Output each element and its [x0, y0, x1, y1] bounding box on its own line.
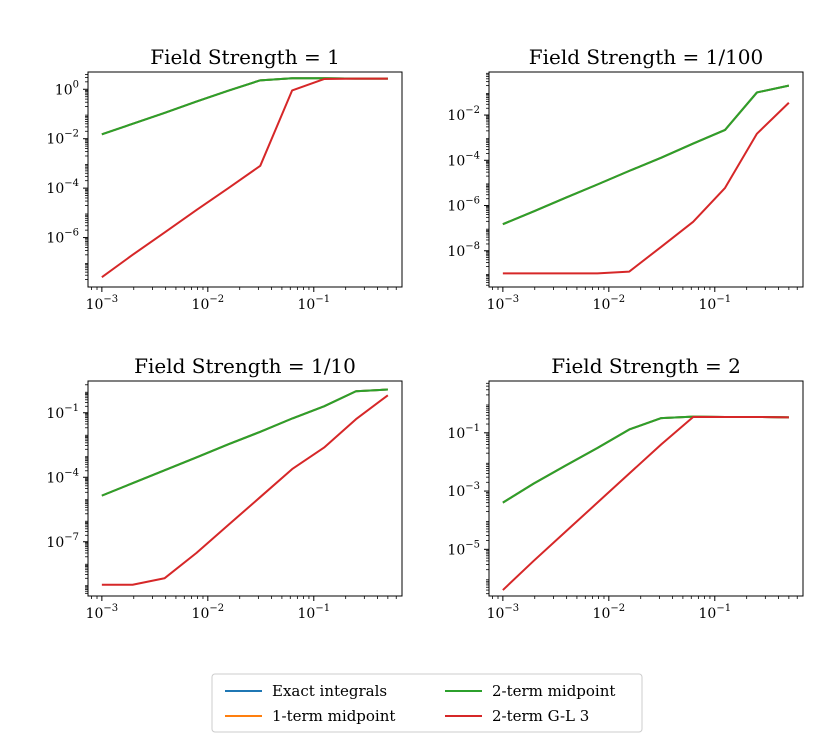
axes-frame: [87, 380, 403, 597]
legend-label-exact-integrals: Exact integrals: [272, 682, 387, 700]
chart-title: Field Strength = 1: [150, 45, 340, 69]
chart-title: Field Strength = 1/100: [529, 45, 764, 69]
x-tick-label: 10−3: [487, 294, 520, 313]
x-tick-label: 10−3: [487, 603, 520, 622]
x-tick-label: 10−3: [86, 603, 119, 622]
x-tick-label: 10−3: [86, 294, 119, 313]
y-tick-label: 10−5: [447, 539, 480, 558]
y-tick-label: 100: [55, 79, 79, 98]
axes-frame: [488, 380, 804, 597]
x-tick-label: 10−2: [192, 603, 225, 622]
series-line-exact-integrals: [101, 388, 388, 497]
x-tick-label: 10−2: [192, 294, 225, 313]
y-tick-label: 10−4: [46, 467, 79, 486]
chart-title: Field Strength = 1/10: [134, 354, 356, 378]
y-tick-label: 10−6: [447, 196, 480, 215]
subplot-field-strength-1-100: Field Strength = 1/100 10−3 10−2 10−1 10−8 10…: [447, 45, 804, 313]
x-tick-label: 10−1: [297, 603, 330, 622]
x-tick-label: 10−1: [698, 294, 731, 313]
series-line-2-term-midpoint: [101, 77, 388, 136]
x-tick-label: 10−1: [698, 603, 731, 622]
y-tick-label: 10−4: [46, 178, 79, 197]
axes-frame: [87, 71, 403, 288]
axes-frame: [488, 71, 804, 288]
x-tick-label: 10−2: [593, 603, 626, 622]
subplot-field-strength-1: Field Strength = 1 10−3 10−2 10−1 10−6 10−4 10…: [46, 45, 403, 313]
y-tick-label: 10−1: [447, 423, 480, 442]
series-line-2-term-g-l-3: [101, 394, 389, 586]
legend-label-2-term-midpoint: 2-term midpoint: [492, 682, 615, 700]
x-tick-label: 10−2: [593, 294, 626, 313]
series-line-2-term-midpoint: [502, 84, 790, 226]
subplot-field-strength-2: Field Strength = 2 10−3 10−2 10−1 10−5 10−3 10…: [447, 354, 804, 622]
y-tick-label: 10−3: [447, 481, 480, 500]
series-line-1-term-midpoint: [101, 388, 388, 497]
y-tick-label: 10−6: [46, 228, 79, 247]
series-line-1-term-midpoint: [101, 77, 388, 136]
legend: Exact integrals 1-term midpoint 2-term m…: [211, 673, 643, 733]
series-line-2-term-g-l-3: [502, 415, 789, 591]
x-tick-label: 10−1: [297, 294, 330, 313]
y-tick-label: 10−2: [447, 105, 480, 124]
chart-title: Field Strength = 2: [551, 354, 741, 378]
legend-label-1-term-midpoint: 1-term midpoint: [272, 707, 395, 725]
y-tick-label: 10−7: [46, 532, 79, 551]
series-line-exact-integrals: [101, 77, 388, 136]
y-tick-label: 10−2: [46, 129, 79, 148]
y-tick-label: 10−8: [447, 241, 480, 260]
legend-label-2-term-g-l-3: 2-term G-L 3: [492, 707, 589, 725]
y-tick-label: 10−4: [447, 150, 480, 169]
y-tick-label: 10−1: [46, 403, 79, 422]
legend-frame: [211, 673, 643, 733]
series-line-2-term-g-l-3: [101, 77, 388, 278]
series-line-2-term-g-l-3: [502, 102, 790, 275]
series-line-2-term-midpoint: [101, 388, 388, 497]
subplot-field-strength-1-10: Field Strength = 1/10 10−3 10−2 10−1 10−7 10−…: [46, 354, 403, 622]
